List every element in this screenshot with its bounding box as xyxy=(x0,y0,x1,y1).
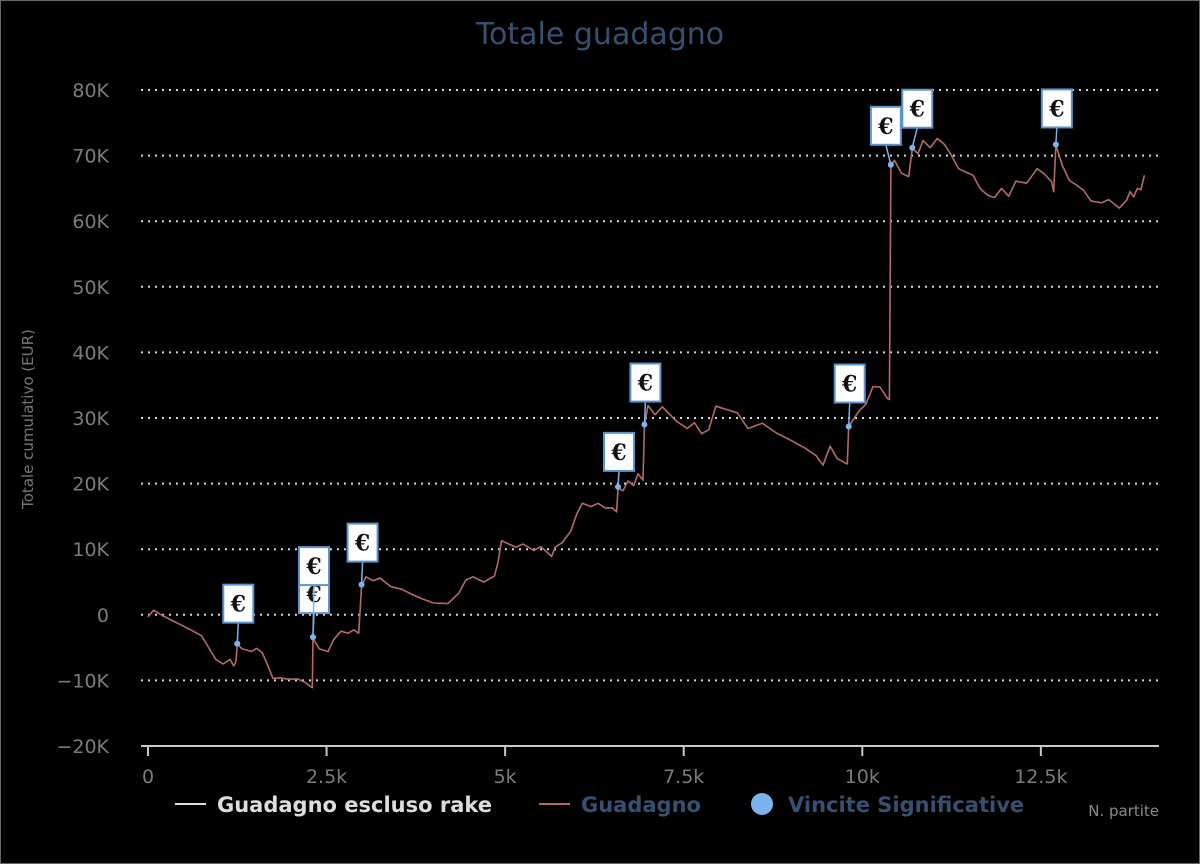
flag-connector xyxy=(911,127,919,148)
euro-icon: € xyxy=(1048,96,1064,122)
y-tick-label: 0 xyxy=(97,605,109,627)
y-axis-label: Totale cumulativo (EUR) xyxy=(19,329,37,510)
flag-connector xyxy=(360,561,364,585)
x-tick-label: 2.5k xyxy=(306,766,347,788)
significant-win-flag[interactable]: € xyxy=(222,583,255,647)
euro-icon: € xyxy=(610,440,626,466)
significant-win-flag[interactable]: € xyxy=(298,546,330,641)
flag-box xyxy=(1040,88,1073,129)
significant-win-flag[interactable]: € xyxy=(1040,88,1073,148)
series-lines xyxy=(147,137,1146,689)
significant-win-flag[interactable]: € xyxy=(629,362,662,428)
y-tick-label: 50K xyxy=(72,277,109,299)
flag-connector xyxy=(847,402,851,427)
win-marker xyxy=(909,144,916,151)
win-marker xyxy=(615,483,621,490)
x-axis: 0 2.5k 5k 7.5k 10k 12.5k xyxy=(141,745,1159,788)
flag-box xyxy=(298,546,330,587)
significant-win-flag[interactable]: € xyxy=(603,431,635,490)
win-marker xyxy=(234,640,241,647)
x-tick-label: 5k xyxy=(494,766,517,788)
y-tick-label: 80K xyxy=(72,80,109,102)
legend-circle-symbol xyxy=(751,793,773,815)
y-tick-label: 60K xyxy=(72,211,109,233)
significant-win-flag[interactable]: € xyxy=(346,522,379,588)
flag-box xyxy=(833,363,866,404)
flag-box xyxy=(603,431,635,472)
y-axis-ticks: −20K −10K 0 10K 20K 30K 40K 50K 60K 70K 80K xyxy=(56,80,109,758)
grid-lines xyxy=(141,89,1159,682)
flag-box xyxy=(222,583,255,624)
euro-icon: € xyxy=(230,592,246,618)
flag-connector xyxy=(885,144,892,165)
significant-win-flag[interactable]: € xyxy=(901,88,934,151)
euro-icon: € xyxy=(305,554,321,580)
flag-connector xyxy=(312,585,315,638)
legend-item[interactable]: Guadagno escluso rake xyxy=(175,793,492,817)
chart-title: Totale guadagno xyxy=(475,17,724,52)
x-tick-label: 0 xyxy=(142,766,154,788)
euro-icon: € xyxy=(637,371,653,397)
y-tick-label: 40K xyxy=(72,342,109,364)
flag-connector xyxy=(643,401,647,425)
x-tick-label: 10k xyxy=(845,766,880,788)
legend-label: Vincite Significative xyxy=(788,793,1024,817)
win-marker xyxy=(310,634,316,641)
win-marker xyxy=(845,423,852,430)
euro-icon: € xyxy=(354,531,370,557)
flag-box xyxy=(901,88,934,129)
win-marker xyxy=(358,581,365,588)
y-tick-label: 70K xyxy=(72,146,109,168)
euro-icon: € xyxy=(877,114,893,140)
euro-icon: € xyxy=(841,372,857,398)
significant-win-flag[interactable]: € xyxy=(833,363,866,430)
win-marker xyxy=(887,161,894,168)
y-tick-label: −10K xyxy=(56,670,109,692)
flag-connector xyxy=(236,622,240,644)
x-tick-label: 7.5k xyxy=(663,766,704,788)
y-tick-label: 20K xyxy=(72,474,109,496)
significant-win-flag[interactable]: € xyxy=(869,105,902,168)
legend-item[interactable]: Vincite Significative xyxy=(751,793,1024,817)
series-line-guadagno xyxy=(147,137,1146,689)
win-marker xyxy=(1052,141,1059,148)
x-axis-label: N. partite xyxy=(1088,802,1159,820)
flag-box xyxy=(346,522,379,563)
legend-label: Guadagno xyxy=(581,793,701,817)
legend-label: Guadagno escluso rake xyxy=(217,793,492,817)
legend: Guadagno escluso rake Guadagno Vincite Sig… xyxy=(175,793,1024,817)
y-tick-label: −20K xyxy=(56,736,109,758)
significant-win-flags: € €€€€€ €€€ € xyxy=(222,88,1073,647)
x-tick-label: 12.5k xyxy=(1014,766,1067,788)
flag-box xyxy=(869,105,902,146)
flag-box xyxy=(629,362,662,403)
y-tick-label: 10K xyxy=(72,539,109,561)
euro-icon: € xyxy=(909,97,925,123)
win-marker xyxy=(641,421,648,428)
legend-item[interactable]: Guadagno xyxy=(539,793,701,817)
y-tick-label: 30K xyxy=(72,408,109,430)
